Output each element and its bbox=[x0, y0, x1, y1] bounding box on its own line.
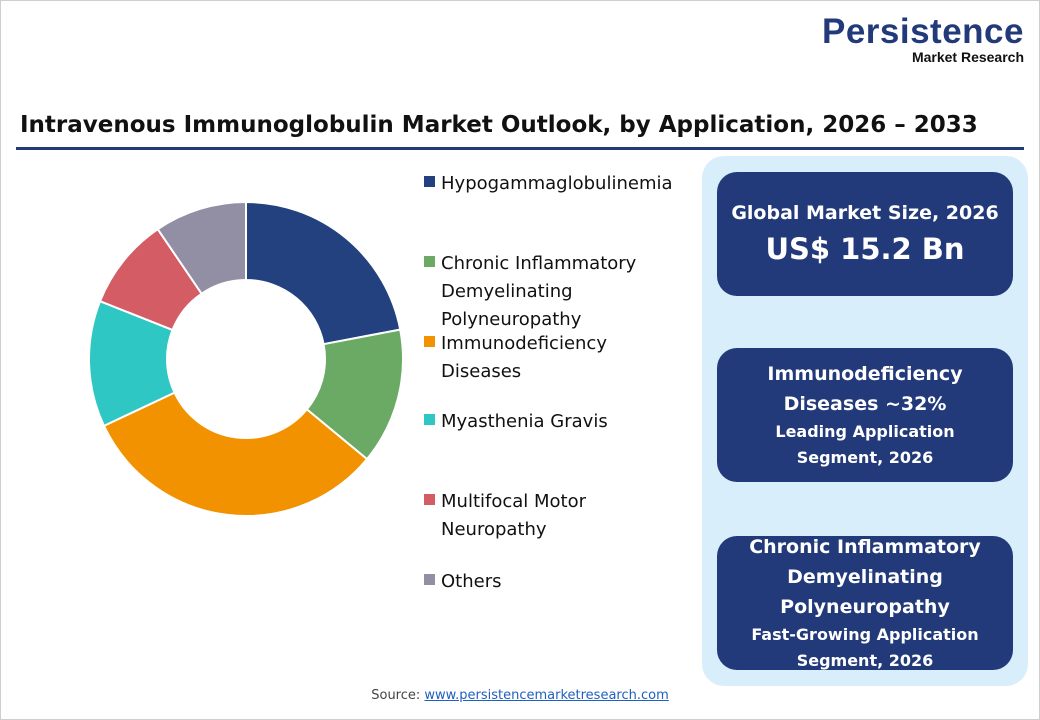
card-sub: Leading Application bbox=[775, 422, 955, 441]
legend-item: Hypogammaglobulinemia bbox=[424, 170, 704, 198]
legend-swatch bbox=[424, 494, 435, 505]
card-label: Global Market Size, 2026 bbox=[731, 202, 999, 224]
source-label: Source: bbox=[371, 688, 421, 703]
legend-item: Myasthenia Gravis bbox=[424, 408, 704, 436]
legend-item: Immunodeficiency Diseases bbox=[424, 330, 704, 386]
fastest-segment-card: Chronic Inflammatory Demyelinating Polyn… bbox=[717, 536, 1013, 670]
legend-label: Hypogammaglobulinemia bbox=[441, 170, 673, 198]
legend-label: Others bbox=[441, 568, 502, 596]
legend-swatch bbox=[424, 336, 435, 347]
card-sub: Fast-Growing Application bbox=[751, 625, 979, 644]
card-label: Chronic Inflammatory bbox=[749, 536, 981, 558]
legend-swatch bbox=[424, 574, 435, 585]
legend-label: Chronic Inflammatory Demyelinating Polyneu… bbox=[441, 250, 636, 334]
logo: Persistence Market Research bbox=[821, 12, 1024, 65]
card-value: US$ 15.2 Bn bbox=[765, 232, 965, 266]
title-divider bbox=[16, 147, 1024, 150]
legend-label-line: Demyelinating bbox=[441, 281, 573, 302]
legend-label: Multifocal Motor Neuropathy bbox=[441, 488, 586, 544]
legend-label-line: Immunodeficiency bbox=[441, 333, 607, 354]
card-label: Immunodeficiency bbox=[767, 363, 963, 385]
legend-swatch bbox=[424, 176, 435, 187]
card-sub: Segment, 2026 bbox=[796, 448, 934, 467]
legend-label-line: Myasthenia Gravis bbox=[441, 411, 608, 432]
legend-item: Others bbox=[424, 568, 704, 596]
legend-label-line: Hypogammaglobulinemia bbox=[441, 173, 673, 194]
legend-label-line: Others bbox=[441, 571, 502, 592]
legend-item: Multifocal Motor Neuropathy bbox=[424, 488, 704, 544]
market-size-card: Global Market Size, 2026 US$ 15.2 Bn bbox=[717, 172, 1013, 296]
chart-title: Intravenous Immunoglobulin Market Outloo… bbox=[20, 112, 978, 138]
slice-hypogammaglobulinemia bbox=[245, 200, 402, 346]
card-label: Demyelinating bbox=[787, 566, 943, 588]
legend-swatch bbox=[424, 256, 435, 267]
source-link[interactable]: www.persistencemarketresearch.com bbox=[424, 688, 669, 703]
legend-label-line: Chronic Inflammatory bbox=[441, 253, 637, 274]
slice-others bbox=[156, 200, 247, 296]
logo-name: Persistence bbox=[821, 12, 1024, 51]
donut-chart bbox=[88, 200, 404, 517]
legend-label-line: Diseases bbox=[441, 361, 522, 382]
card-value: Diseases ~32% bbox=[783, 393, 947, 415]
legend-label-line: Multifocal Motor bbox=[441, 491, 587, 512]
slice-immunodeficiency-diseases bbox=[102, 391, 369, 517]
legend-swatch bbox=[424, 414, 435, 425]
source: Source: www.persistencemarketresearch.co… bbox=[0, 688, 1040, 703]
legend-label: Myasthenia Gravis bbox=[441, 408, 608, 436]
card-label: Polyneuropathy bbox=[780, 596, 950, 618]
legend-label-line: Polyneuropathy bbox=[441, 309, 582, 330]
card-sub: Segment, 2026 bbox=[796, 651, 934, 670]
logo-tagline: Market Research bbox=[911, 49, 1024, 65]
legend-label: Immunodeficiency Diseases bbox=[441, 330, 607, 386]
leading-segment-card: Immunodeficiency Diseases ~32% Leading A… bbox=[717, 348, 1013, 482]
legend-label-line: Neuropathy bbox=[441, 519, 547, 540]
legend-item: Chronic Inflammatory Demyelinating Polyneu… bbox=[424, 250, 704, 334]
